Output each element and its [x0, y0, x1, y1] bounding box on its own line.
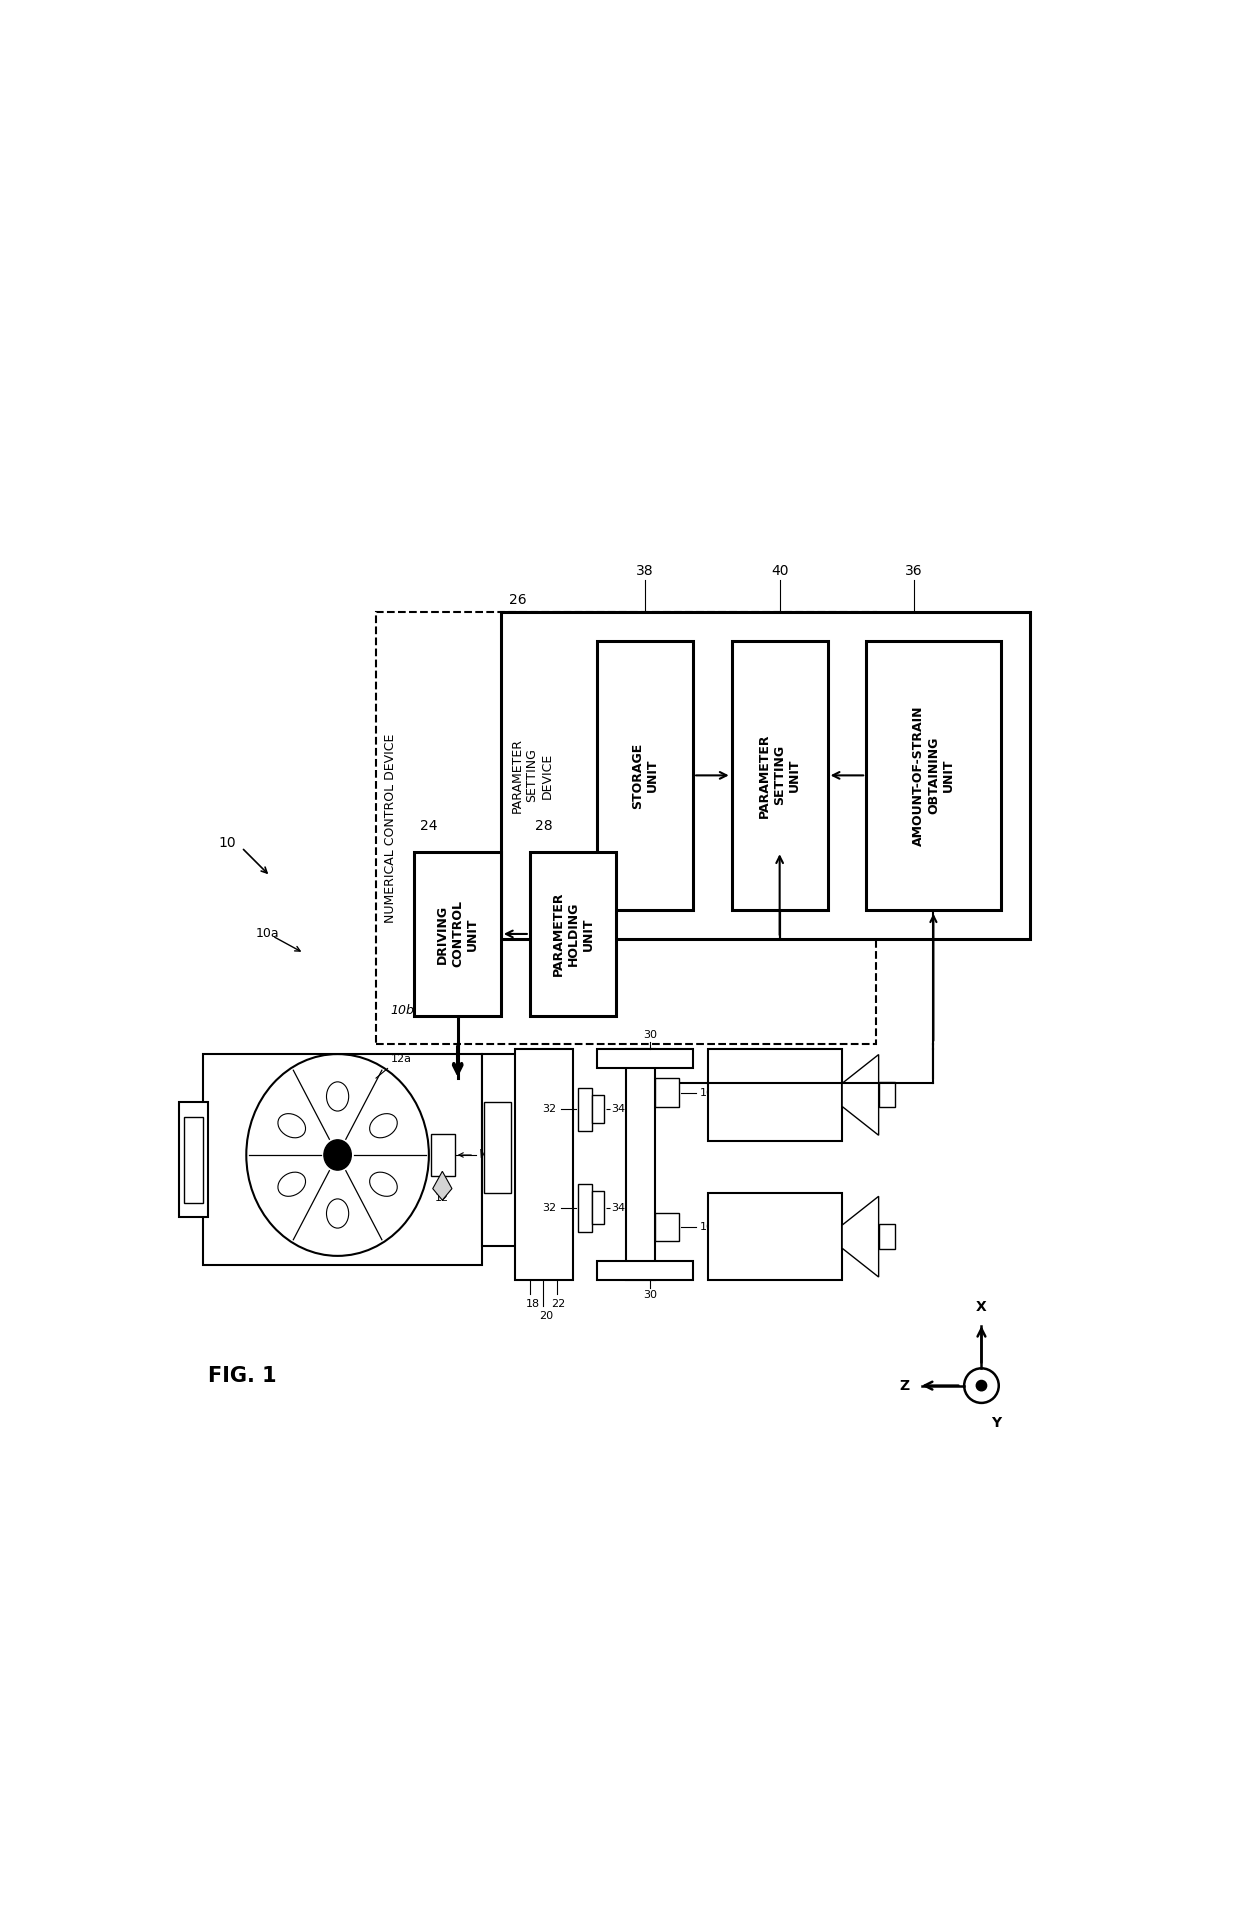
Text: DRIVING
CONTROL
UNIT: DRIVING CONTROL UNIT [436, 901, 479, 968]
Text: 38: 38 [636, 565, 653, 579]
Text: W: W [479, 1148, 491, 1161]
FancyBboxPatch shape [708, 1050, 842, 1140]
Text: 34: 34 [611, 1104, 626, 1115]
FancyBboxPatch shape [484, 1102, 511, 1194]
FancyBboxPatch shape [596, 640, 693, 910]
Text: STORAGE
UNIT: STORAGE UNIT [631, 741, 660, 809]
Text: 26: 26 [508, 594, 526, 607]
Text: 40: 40 [771, 565, 789, 579]
FancyBboxPatch shape [578, 1088, 593, 1130]
Text: X: X [976, 1299, 987, 1314]
Text: Z: Z [899, 1380, 909, 1393]
FancyBboxPatch shape [501, 611, 1029, 939]
FancyBboxPatch shape [481, 1054, 518, 1245]
Text: 14: 14 [859, 1088, 875, 1102]
Text: FIG. 1: FIG. 1 [208, 1366, 277, 1385]
Circle shape [976, 1380, 987, 1391]
FancyBboxPatch shape [596, 1261, 693, 1280]
Ellipse shape [324, 1140, 351, 1171]
Text: 12: 12 [435, 1194, 449, 1203]
FancyBboxPatch shape [879, 1224, 895, 1249]
Text: 12a: 12a [391, 1054, 412, 1063]
Text: 14: 14 [859, 1230, 875, 1243]
Text: PARAMETER
SETTING
DEVICE: PARAMETER SETTING DEVICE [511, 738, 553, 812]
FancyBboxPatch shape [184, 1117, 203, 1203]
Text: 10b: 10b [391, 1004, 414, 1017]
Text: AMOUNT-OF-STRAIN
OBTAINING
UNIT: AMOUNT-OF-STRAIN OBTAINING UNIT [911, 705, 955, 845]
FancyBboxPatch shape [578, 1184, 593, 1232]
Polygon shape [842, 1054, 879, 1136]
FancyBboxPatch shape [179, 1102, 208, 1217]
Polygon shape [433, 1171, 451, 1199]
Text: PARAMETER
HOLDING
UNIT: PARAMETER HOLDING UNIT [552, 891, 594, 975]
Polygon shape [842, 1196, 879, 1278]
Text: 16: 16 [699, 1222, 714, 1232]
Text: 34: 34 [611, 1203, 626, 1213]
Text: 10: 10 [218, 835, 236, 849]
FancyBboxPatch shape [596, 1050, 693, 1069]
FancyBboxPatch shape [376, 611, 875, 1044]
Text: 10a: 10a [255, 927, 279, 941]
FancyBboxPatch shape [879, 1083, 895, 1107]
FancyBboxPatch shape [655, 1213, 678, 1242]
Text: 30: 30 [642, 1289, 657, 1299]
Text: 20: 20 [539, 1311, 553, 1320]
Text: Y: Y [991, 1416, 1001, 1431]
Text: PARAMETER
SETTING
UNIT: PARAMETER SETTING UNIT [758, 734, 801, 818]
Text: 24: 24 [420, 818, 438, 833]
FancyBboxPatch shape [593, 1192, 604, 1224]
FancyBboxPatch shape [203, 1054, 481, 1265]
Text: 36: 36 [905, 565, 923, 579]
FancyBboxPatch shape [529, 853, 616, 1015]
FancyBboxPatch shape [414, 853, 501, 1015]
FancyBboxPatch shape [516, 1050, 573, 1280]
Text: 32: 32 [543, 1104, 557, 1115]
Text: 30: 30 [642, 1029, 657, 1040]
FancyBboxPatch shape [626, 1050, 655, 1280]
FancyBboxPatch shape [866, 640, 1001, 910]
Text: NUMERICAL CONTROL DEVICE: NUMERICAL CONTROL DEVICE [383, 734, 397, 924]
Text: 18: 18 [526, 1299, 539, 1309]
Text: 16: 16 [699, 1088, 714, 1098]
FancyBboxPatch shape [732, 640, 828, 910]
Text: 32: 32 [543, 1203, 557, 1213]
FancyBboxPatch shape [708, 1194, 842, 1280]
FancyBboxPatch shape [593, 1096, 604, 1123]
Text: 28: 28 [536, 818, 553, 833]
Text: 22: 22 [552, 1299, 565, 1309]
FancyBboxPatch shape [430, 1134, 455, 1176]
FancyBboxPatch shape [655, 1079, 678, 1107]
